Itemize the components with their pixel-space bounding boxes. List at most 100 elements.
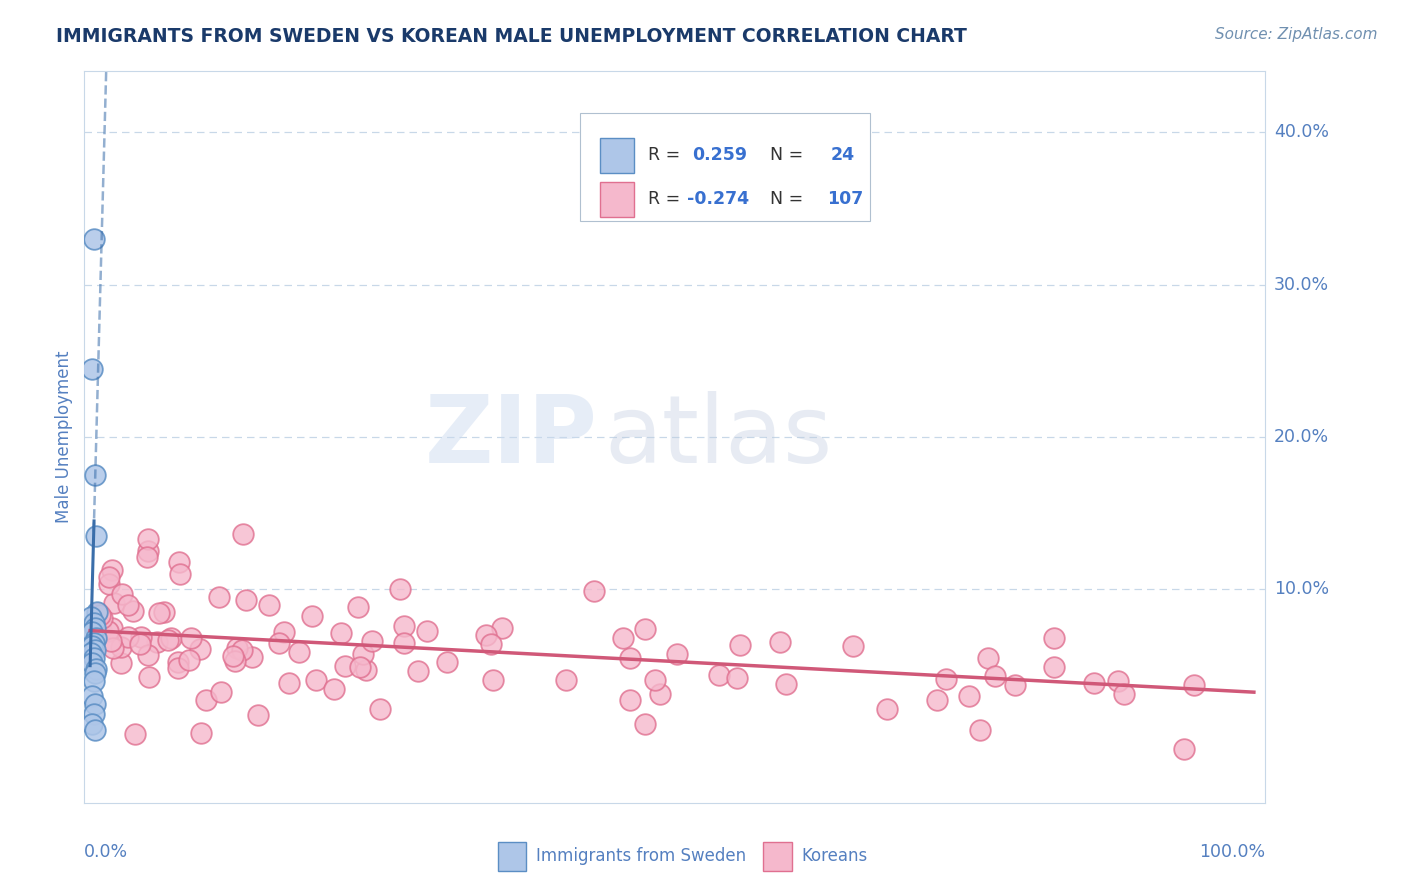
Point — [235, 593, 257, 607]
Point — [349, 660, 371, 674]
Point — [269, 636, 291, 650]
Point — [232, 527, 254, 541]
Text: R =: R = — [648, 191, 686, 209]
Point — [278, 676, 301, 690]
Point — [82, 625, 104, 640]
Point — [207, 590, 229, 604]
Point — [111, 587, 134, 601]
Point — [110, 640, 132, 654]
Point — [346, 599, 368, 614]
Point — [479, 637, 502, 651]
Point — [83, 707, 105, 722]
Point — [474, 628, 496, 642]
Point — [644, 673, 666, 687]
Point — [619, 650, 641, 665]
Point — [169, 566, 191, 581]
Text: N =: N = — [759, 191, 808, 209]
Point — [775, 677, 797, 691]
Point — [177, 653, 200, 667]
Point — [491, 622, 513, 636]
Point — [129, 630, 152, 644]
Point — [305, 673, 328, 687]
Point — [554, 673, 576, 687]
Text: 0.259: 0.259 — [693, 146, 748, 164]
Point — [90, 623, 112, 637]
Point — [97, 624, 120, 638]
Point — [273, 625, 295, 640]
Text: -0.274: -0.274 — [686, 191, 749, 209]
Point — [224, 654, 246, 668]
Point — [138, 670, 160, 684]
Point — [648, 687, 671, 701]
Text: 0.0%: 0.0% — [84, 843, 128, 861]
Point — [136, 549, 159, 564]
Point — [842, 639, 865, 653]
Point — [247, 708, 270, 723]
Point — [90, 611, 112, 625]
Point — [876, 702, 898, 716]
Point — [957, 690, 980, 704]
Point — [392, 619, 415, 633]
Point — [288, 645, 311, 659]
Point — [190, 725, 212, 739]
Point — [389, 582, 412, 596]
Point — [84, 632, 107, 646]
Point — [329, 625, 352, 640]
Point — [122, 604, 145, 618]
Text: 100.0%: 100.0% — [1199, 843, 1265, 861]
Point — [257, 598, 280, 612]
Point — [769, 634, 792, 648]
Point — [725, 671, 748, 685]
Point — [100, 621, 122, 635]
Point — [86, 606, 108, 620]
Point — [84, 529, 107, 543]
Point — [156, 632, 179, 647]
Text: 10.0%: 10.0% — [1274, 581, 1329, 599]
Point — [1043, 631, 1066, 645]
Point — [136, 648, 159, 662]
Point — [83, 621, 105, 635]
Point — [152, 606, 174, 620]
Point — [124, 727, 146, 741]
Text: 20.0%: 20.0% — [1274, 428, 1329, 446]
Point — [148, 606, 170, 620]
Point — [80, 647, 103, 661]
Point — [82, 639, 104, 653]
Text: IMMIGRANTS FROM SWEDEN VS KOREAN MALE UNEMPLOYMENT CORRELATION CHART: IMMIGRANTS FROM SWEDEN VS KOREAN MALE UN… — [56, 27, 967, 45]
Y-axis label: Male Unemployment: Male Unemployment — [55, 351, 73, 524]
Point — [231, 643, 253, 657]
Point — [240, 650, 263, 665]
Text: 107: 107 — [827, 191, 863, 209]
Point — [392, 636, 415, 650]
Point — [436, 655, 458, 669]
Point — [146, 635, 169, 649]
Point — [1184, 678, 1206, 692]
Bar — [763, 841, 792, 871]
Point — [83, 615, 105, 630]
Point — [416, 624, 439, 638]
Point — [728, 638, 751, 652]
Text: Immigrants from Sweden: Immigrants from Sweden — [536, 847, 745, 865]
Point — [323, 682, 346, 697]
Point — [969, 723, 991, 737]
Point — [89, 607, 111, 622]
Point — [352, 647, 374, 661]
Point — [117, 630, 139, 644]
Point — [83, 232, 105, 246]
Point — [976, 651, 998, 665]
Point — [333, 659, 356, 673]
Point — [226, 641, 249, 656]
Point — [84, 662, 107, 676]
Point — [138, 544, 160, 558]
Point — [1173, 742, 1195, 756]
Point — [82, 656, 104, 670]
Point — [665, 647, 688, 661]
Point — [83, 673, 105, 688]
Text: 40.0%: 40.0% — [1274, 123, 1329, 141]
Point — [1107, 674, 1129, 689]
Point — [129, 637, 152, 651]
Point — [169, 555, 191, 569]
Point — [82, 716, 104, 731]
Point — [136, 532, 159, 546]
Bar — [600, 137, 634, 173]
